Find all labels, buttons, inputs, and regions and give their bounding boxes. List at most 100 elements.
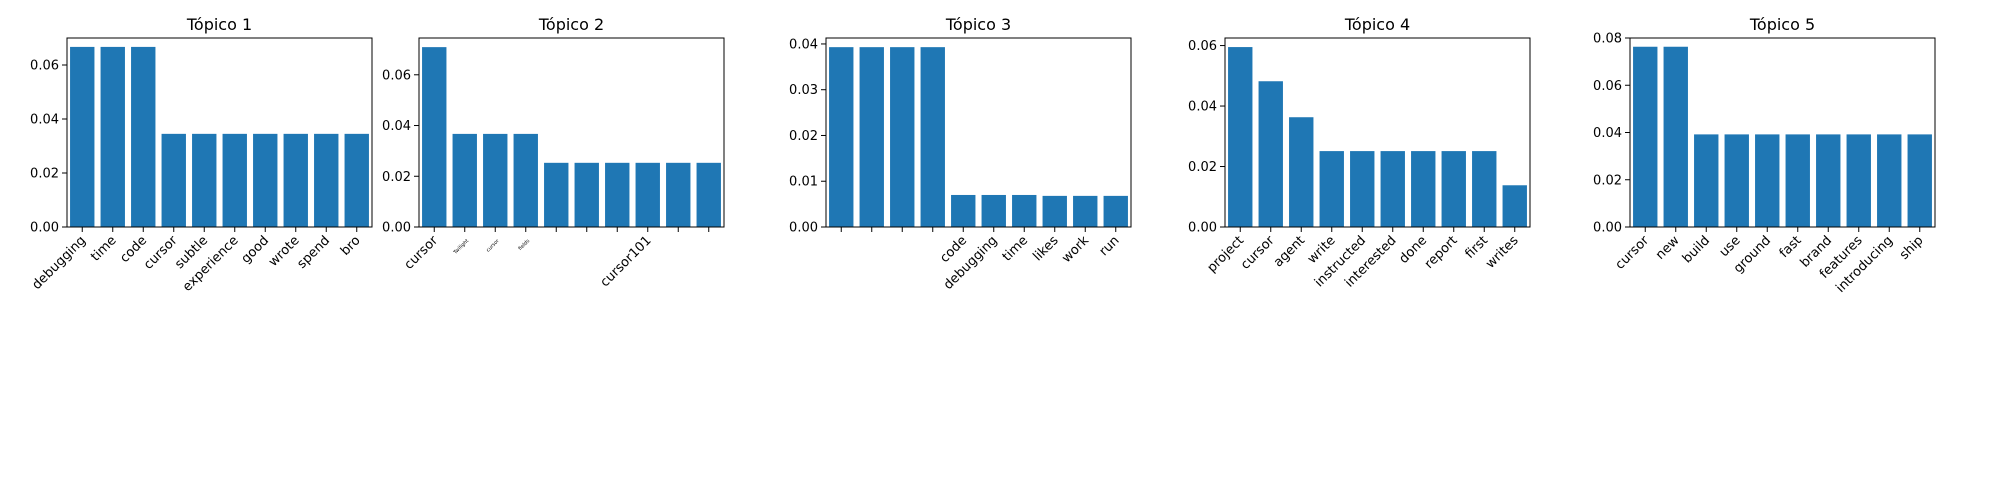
axes-frame — [825, 37, 1132, 228]
x-tick-label: build — [1680, 233, 1713, 266]
x-tick-label: cursor — [1238, 233, 1278, 273]
axes-frame — [1629, 37, 1936, 228]
bar — [1103, 195, 1128, 227]
axes-frame — [418, 37, 725, 228]
bar — [1012, 194, 1037, 227]
y-tick-label: 0.02 — [789, 129, 818, 144]
bar — [161, 133, 186, 227]
x-tick-label: writes — [1483, 233, 1522, 272]
y-tick-label: 0.00 — [1593, 221, 1622, 236]
y-tick-label: 0.03 — [789, 83, 818, 98]
bar — [544, 162, 569, 227]
x-tick-label: time — [1000, 233, 1031, 264]
y-tick-label: 0.00 — [382, 221, 411, 236]
x-tick-label: run — [1097, 233, 1123, 259]
bar — [1755, 134, 1780, 227]
x-tick-label: time — [88, 233, 119, 264]
y-tick-label: 0.06 — [382, 68, 411, 83]
bar — [452, 133, 477, 227]
bar — [696, 162, 721, 227]
bar — [890, 47, 915, 227]
chart-title: Tópico 3 — [945, 15, 1011, 34]
chart-title: Tópico 1 — [186, 15, 252, 34]
x-tick-label: cursor — [1613, 233, 1653, 273]
bar — [131, 46, 156, 227]
bar — [574, 162, 599, 227]
bar — [222, 133, 247, 227]
y-tick-label: 0.06 — [30, 59, 59, 74]
y-tick-label: 0.04 — [1593, 126, 1622, 141]
y-tick-label: 0.00 — [789, 221, 818, 236]
x-tick-label: cursor — [402, 233, 442, 273]
x-tick-label: report — [1422, 233, 1461, 272]
x-tick-label: fields — [517, 238, 531, 252]
bar — [1258, 81, 1283, 228]
topic-chart-2: Tópico 2 cursor Twilight cursor fields cursor… — [382, 15, 725, 290]
bar — [1502, 185, 1527, 227]
bar — [1228, 47, 1253, 228]
x-tick-label: cursor — [141, 233, 181, 273]
axes-frame — [1224, 37, 1531, 228]
x-tick-label: agent — [1271, 233, 1308, 270]
x-tick-label: cursor101 — [598, 233, 655, 290]
bar — [666, 162, 691, 227]
y-tick-label: 0.06 — [1188, 39, 1217, 54]
x-tick-label: work — [1059, 233, 1092, 266]
bar — [1633, 46, 1658, 228]
y-tick-label: 0.00 — [1188, 221, 1217, 236]
bar — [1694, 134, 1719, 227]
x-tick-label: Twilight — [452, 238, 470, 256]
y-tick-label: 0.04 — [1188, 100, 1217, 115]
bar — [1350, 151, 1375, 227]
y-tick-label: 0.02 — [30, 167, 59, 182]
y-tick-label: 0.01 — [789, 175, 818, 190]
bar — [1289, 117, 1314, 227]
x-tick-label: likes — [1030, 233, 1061, 264]
y-tick-label: 0.00 — [30, 221, 59, 236]
bar — [314, 133, 339, 227]
bar — [1441, 151, 1466, 227]
x-tick-label: cursor — [485, 238, 501, 254]
axes-frame — [66, 37, 373, 228]
chart-title: Tópico 5 — [1749, 15, 1815, 34]
bar — [951, 194, 976, 227]
x-tick-label: good — [239, 233, 273, 267]
bar — [1907, 134, 1932, 227]
y-tick-label: 0.02 — [1188, 160, 1217, 175]
bar — [253, 133, 278, 227]
x-tick-label: spend — [295, 233, 334, 272]
y-tick-label: 0.04 — [789, 37, 818, 52]
chart-title: Tópico 4 — [1344, 15, 1410, 34]
bar — [1877, 134, 1902, 227]
chart-title: Tópico 2 — [538, 15, 604, 34]
y-tick-label: 0.02 — [382, 170, 411, 185]
y-tick-label: 0.06 — [1593, 79, 1622, 94]
bar — [283, 133, 308, 227]
y-tick-label: 0.02 — [1593, 173, 1622, 188]
bar — [829, 47, 854, 227]
y-tick-label: 0.04 — [382, 119, 411, 134]
bar — [920, 47, 945, 227]
bar — [1042, 195, 1067, 227]
bar — [635, 162, 660, 227]
topic-chart-4: Tópico 4projectcursoragentwriteinstructe… — [1188, 15, 1531, 291]
bar — [1319, 151, 1344, 227]
y-tick-label: 0.04 — [30, 113, 59, 128]
bar — [1663, 46, 1688, 228]
x-tick-label: debugging — [29, 233, 89, 293]
x-tick-label: project — [1205, 233, 1248, 276]
bar — [1785, 134, 1810, 227]
x-tick-label: bro — [338, 233, 364, 259]
bar — [1472, 151, 1497, 227]
bar — [422, 47, 447, 227]
bar — [1724, 134, 1749, 227]
bar — [1816, 134, 1841, 227]
bar — [859, 47, 884, 227]
bar — [1846, 134, 1871, 227]
bar — [192, 133, 217, 227]
bar — [1380, 151, 1405, 227]
